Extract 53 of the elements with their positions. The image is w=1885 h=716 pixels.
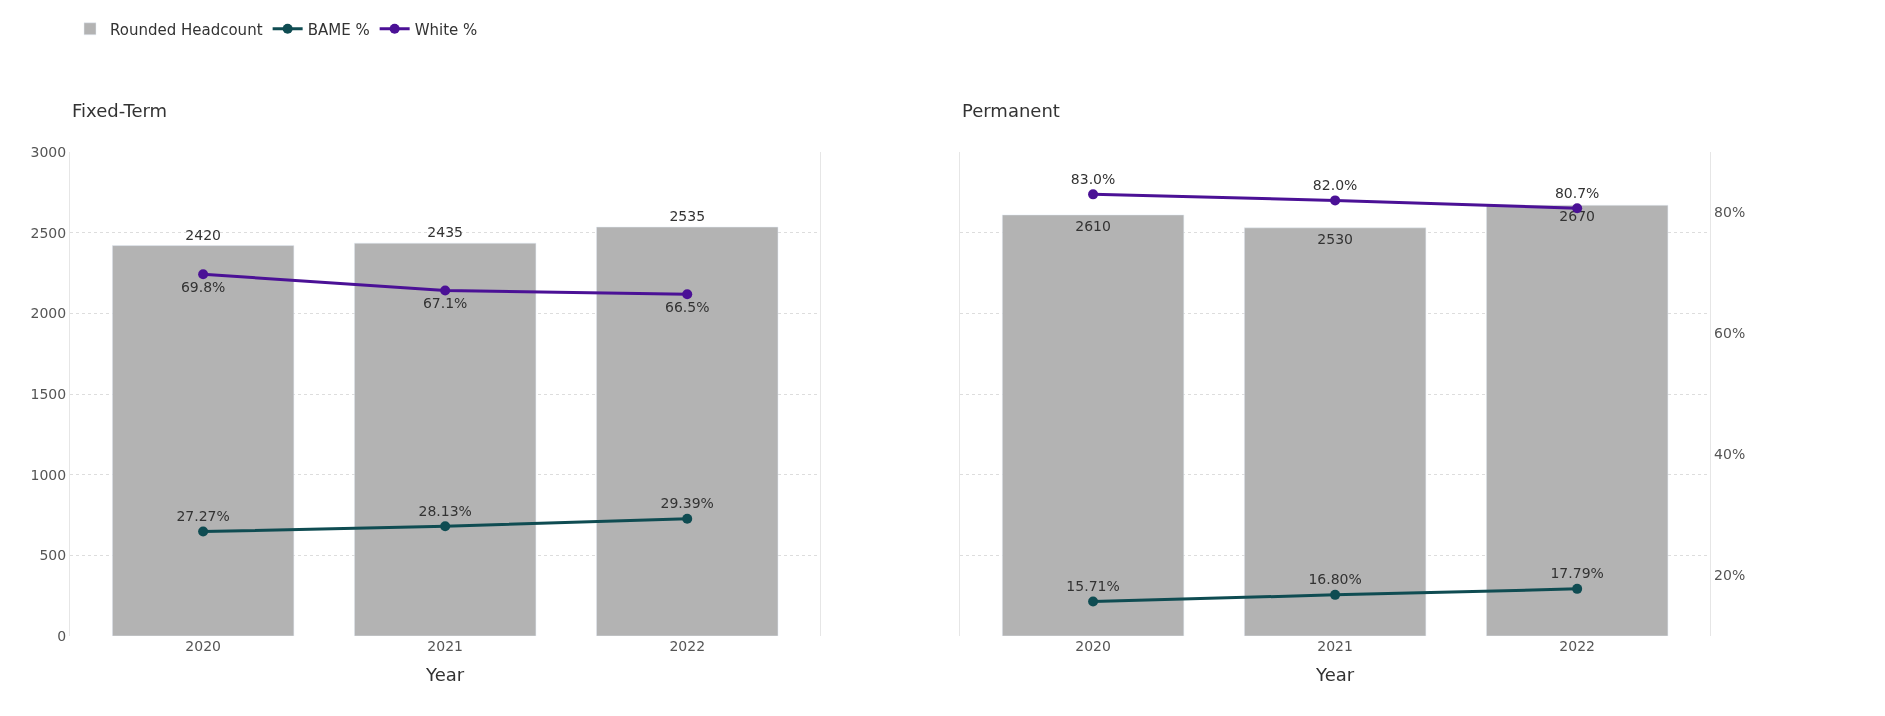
data-label: 28.13% — [418, 502, 472, 519]
y2-tick-label: 60% — [1714, 325, 1746, 342]
point — [198, 526, 209, 537]
data-label: 69.8% — [180, 278, 226, 295]
x-tick-label: 2020 — [1075, 638, 1111, 654]
legend-label: Rounded Headcount — [110, 20, 263, 39]
y-tick-label: 1500 — [30, 385, 67, 402]
data-label: 83.0% — [1070, 170, 1116, 187]
y2-tick-label: 40% — [1714, 446, 1746, 463]
x-tick-label: 2021 — [427, 638, 463, 654]
data-label: 82.0% — [1312, 176, 1358, 193]
point — [440, 521, 451, 532]
point — [1088, 189, 1099, 200]
y-tick-label: 2000 — [30, 305, 67, 322]
y-tick-label: 1000 — [30, 466, 67, 483]
point — [1330, 589, 1341, 600]
point — [682, 289, 693, 300]
data-label: 16.80% — [1308, 571, 1362, 588]
x-axis-title: Year — [425, 664, 465, 686]
legend-label: BAME % — [307, 20, 370, 39]
x-axis-title: Year — [1315, 664, 1355, 686]
point — [440, 285, 451, 296]
data-label: 29.39% — [660, 494, 714, 511]
y-tick-label: 2500 — [30, 224, 67, 241]
data-label: 17.79% — [1550, 565, 1604, 582]
x-tick-label: 2020 — [185, 638, 221, 654]
chart-title: Permanent — [962, 100, 1060, 121]
data-label: 80.7% — [1554, 184, 1600, 201]
x-tick-label: 2022 — [669, 638, 706, 654]
y-tick-label: 3000 — [30, 143, 67, 160]
data-label: 2435 — [427, 224, 463, 241]
data-label: 2535 — [669, 208, 706, 225]
data-label: 67.1% — [422, 295, 468, 312]
y-tick-label: 500 — [39, 547, 67, 564]
y2-tick-label: 80% — [1714, 204, 1746, 221]
data-label: 2530 — [1317, 230, 1353, 247]
point — [1572, 583, 1583, 594]
point — [1088, 596, 1099, 607]
data-label: 27.27% — [176, 507, 230, 524]
legend-label: White % — [414, 20, 478, 39]
data-label: 2670 — [1559, 208, 1595, 225]
data-label: 2610 — [1075, 217, 1111, 234]
chart-title: Fixed-Term — [72, 100, 168, 121]
x-tick-label: 2021 — [1317, 638, 1353, 654]
point — [682, 513, 693, 524]
point — [198, 269, 209, 280]
y2-tick-label: 20% — [1714, 567, 1746, 584]
point — [1330, 195, 1341, 206]
y-tick-label: 0 — [57, 627, 67, 644]
data-label: 15.71% — [1066, 577, 1120, 594]
data-label: 2420 — [185, 226, 221, 243]
data-label: 66.5% — [664, 298, 710, 315]
x-tick-label: 2022 — [1559, 638, 1595, 654]
